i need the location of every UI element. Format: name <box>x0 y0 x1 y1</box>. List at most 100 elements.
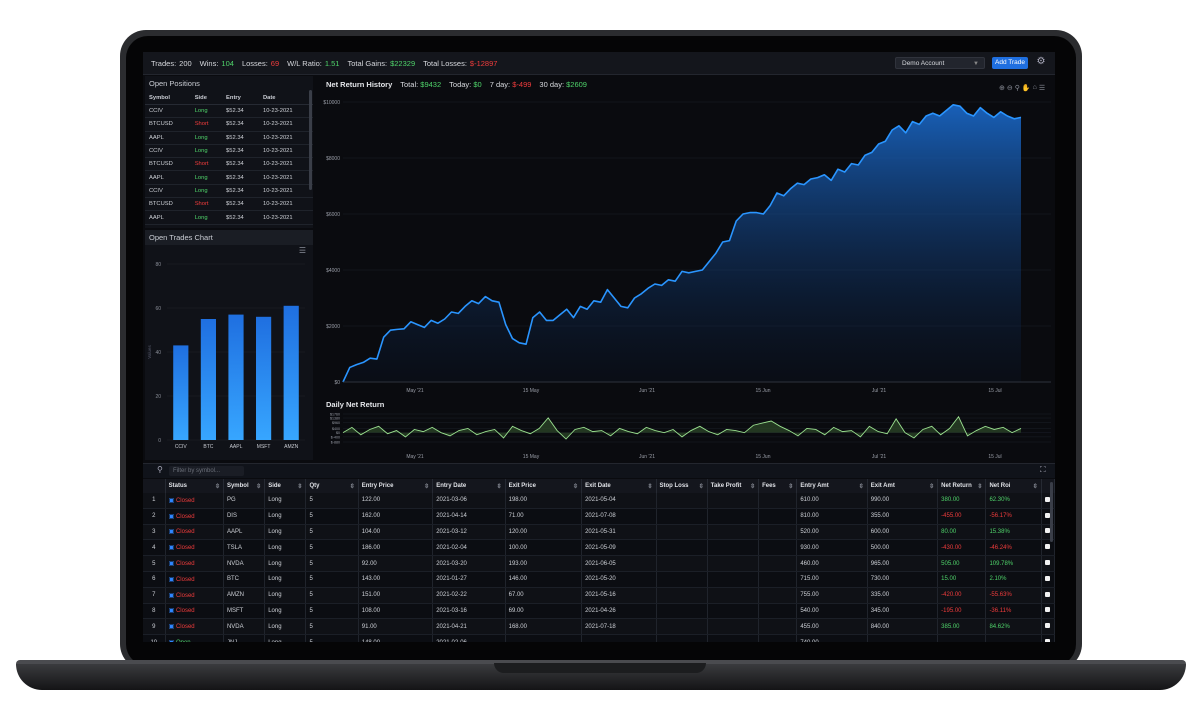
row-checkbox[interactable] <box>1044 544 1050 550</box>
col-exit-date[interactable]: Exit Date ⇳ <box>581 479 657 493</box>
sort-icon[interactable]: ⇳ <box>297 483 303 490</box>
trade-row[interactable]: 4 ▣ Closed TSLA Long 5 186.00 2021-02-04 100.00… <box>143 539 1055 557</box>
trade-row[interactable]: 9 ▣ Closed NVDA Long 5 91.00 2021-04-21 168.00 2… <box>143 618 1055 636</box>
sort-icon[interactable]: ⇳ <box>750 483 756 490</box>
row-select-cell[interactable] <box>1041 634 1055 642</box>
row-select-cell[interactable] <box>1041 539 1055 557</box>
position-row[interactable]: BTCUSD Short $52.34 10-23-2021 <box>145 117 313 132</box>
edit-icon[interactable]: ▣ <box>168 561 176 568</box>
position-row[interactable]: CCIV Long $52.34 10-23-2021 <box>145 144 313 159</box>
row-checkbox[interactable] <box>1044 591 1050 597</box>
sort-icon[interactable]: ⇳ <box>788 483 794 490</box>
sort-icon[interactable]: ⇳ <box>424 483 430 490</box>
trade-row[interactable]: 3 ▣ Closed AAPL Long 5 104.00 2021-03-12 120.00… <box>143 524 1055 541</box>
sort-icon[interactable]: ⇳ <box>698 483 704 490</box>
account-select[interactable]: Demo Account ▼ <box>895 57 985 69</box>
position-row[interactable]: BTCUSD Short $52.34 10-23-2021 <box>145 197 313 212</box>
col-entry-date[interactable]: Entry Date ⇳ <box>432 479 506 493</box>
row-checkbox[interactable] <box>1044 528 1050 534</box>
position-row[interactable]: CCIV Long $52.34 10-23-2021 <box>145 104 313 119</box>
edit-icon[interactable]: ▣ <box>168 529 176 536</box>
edit-icon[interactable]: ▣ <box>169 640 176 642</box>
row-checkbox[interactable] <box>1044 512 1050 518</box>
trades-scrollbar[interactable] <box>1050 482 1053 542</box>
positions-scrollbar[interactable] <box>309 90 312 190</box>
col-exit-amt[interactable]: Exit Amt ⇳ <box>867 479 939 493</box>
col-stop-loss[interactable]: Stop Loss ⇳ <box>656 479 708 493</box>
pan-hand-icon[interactable]: ✋ <box>1021 85 1031 92</box>
zoom-out-icon[interactable]: ⊖ <box>1006 85 1013 92</box>
row-checkbox[interactable] <box>1044 575 1050 581</box>
trade-row[interactable]: 6 ▣ Closed BTC Long 5 143.00 2021-01-27 146.00 2… <box>143 571 1055 588</box>
trade-row[interactable]: 2 ▣ Closed DIS Long 5 162.00 2021-04-14 71.00 20… <box>143 508 1055 525</box>
edit-icon[interactable]: ▣ <box>168 497 176 504</box>
col-exit-price[interactable]: Exit Price ⇳ <box>505 479 583 493</box>
row-checkbox[interactable] <box>1044 496 1050 502</box>
daily-line[interactable] <box>342 415 1022 440</box>
gear-icon[interactable]: ⚙ <box>1036 56 1046 67</box>
bar-msft[interactable] <box>256 316 272 440</box>
row-select-cell[interactable] <box>1041 555 1055 572</box>
row-select-cell[interactable] <box>1041 618 1055 636</box>
edit-icon[interactable]: ▣ <box>168 592 176 599</box>
trade-row[interactable]: 5 ▣ Closed NVDA Long 5 92.00 2021-03-20 193.00 2… <box>143 555 1055 572</box>
bar-amzn[interactable] <box>283 305 299 440</box>
positions-col-date[interactable]: Date <box>258 91 313 105</box>
col-take-profit[interactable]: Take Profit ⇳ <box>707 479 760 493</box>
col-entry-amt[interactable]: Entry Amt ⇳ <box>796 479 868 493</box>
edit-icon[interactable]: ▣ <box>168 513 176 520</box>
sort-icon[interactable]: ⇳ <box>349 483 355 490</box>
bar-chart-menu-icon[interactable]: ☰ <box>299 246 306 255</box>
magnify-icon[interactable]: ⚲ <box>1014 85 1020 92</box>
zoom-in-icon[interactable]: ⊕ <box>999 85 1005 92</box>
col-net-return[interactable]: Net Return ⇳ <box>937 479 987 493</box>
position-row[interactable]: CCIV Long $52.34 10-23-2021 <box>145 184 313 199</box>
col-symbol[interactable]: Symbol ⇳ <box>223 479 266 493</box>
col-net-roi[interactable]: Net Roi ⇳ <box>985 479 1042 493</box>
edit-icon[interactable]: ▣ <box>168 545 176 552</box>
sort-icon[interactable]: ⇳ <box>496 483 502 490</box>
positions-col-entry[interactable]: Entry <box>222 91 259 105</box>
row-select-cell[interactable] <box>1041 587 1055 604</box>
trade-row[interactable]: 1 ▣ Closed PG Long 5 122.00 2021-03-06 198.00 20… <box>143 493 1055 509</box>
col-side[interactable]: Side ⇳ <box>264 479 307 493</box>
col-blank[interactable] <box>143 479 166 493</box>
col-entry-price[interactable]: Entry Price ⇳ <box>358 479 434 493</box>
row-checkbox[interactable] <box>1044 639 1050 642</box>
col-qty[interactable]: Qty ⇳ <box>305 479 359 493</box>
sort-icon[interactable]: ⇳ <box>977 483 983 490</box>
edit-icon[interactable]: ▣ <box>168 624 176 631</box>
sort-icon[interactable]: ⇳ <box>929 483 935 490</box>
positions-col-side[interactable]: Side <box>190 91 223 105</box>
sort-icon[interactable]: ⇳ <box>1032 483 1038 490</box>
bar-btc[interactable] <box>200 319 216 440</box>
sort-icon[interactable]: ⇳ <box>573 483 579 490</box>
trade-row[interactable]: 7 ▣ Closed AMZN Long 5 151.00 2021-02-22 67.00 2… <box>143 587 1055 604</box>
sort-icon[interactable]: ⇳ <box>858 483 864 490</box>
add-trade-button[interactable]: Add Trade <box>992 57 1028 69</box>
hamburger-icon[interactable]: ☰ <box>1038 85 1046 92</box>
sort-icon[interactable]: ⇳ <box>214 483 220 490</box>
position-row[interactable]: AAPL Long $52.34 10-23-2021 <box>145 170 313 185</box>
row-select-cell[interactable] <box>1041 571 1055 588</box>
position-row[interactable]: AAPL Long $52.34 10-23-2021 <box>145 210 313 225</box>
bar-aapl[interactable] <box>228 314 244 440</box>
row-checkbox[interactable] <box>1044 560 1050 566</box>
fullscreen-icon[interactable]: ⛶ <box>1040 465 1046 474</box>
sort-icon[interactable]: ⇳ <box>256 483 262 490</box>
edit-icon[interactable]: ▣ <box>168 608 176 615</box>
col-fees[interactable]: Fees ⇳ <box>758 479 798 493</box>
symbol-filter-input[interactable]: Filter by symbol... <box>169 466 244 476</box>
position-row[interactable]: BTCUSD Short $52.34 10-23-2021 <box>145 157 313 172</box>
position-row[interactable]: AAPL Long $52.34 10-23-2021 <box>145 131 313 145</box>
col-status[interactable]: Status ⇳ <box>165 479 224 493</box>
bar-cciv[interactable] <box>173 345 189 440</box>
net-return-line[interactable] <box>342 104 1022 383</box>
edit-icon[interactable]: ▣ <box>168 576 176 583</box>
row-checkbox[interactable] <box>1044 607 1050 613</box>
row-select-cell[interactable] <box>1041 603 1055 620</box>
trade-row[interactable]: 8 ▣ Closed MSFT Long 5 108.00 2021-03-16 69.00 2… <box>143 603 1055 620</box>
positions-col-symbol[interactable]: Symbol <box>145 91 191 105</box>
row-checkbox[interactable] <box>1044 623 1050 629</box>
